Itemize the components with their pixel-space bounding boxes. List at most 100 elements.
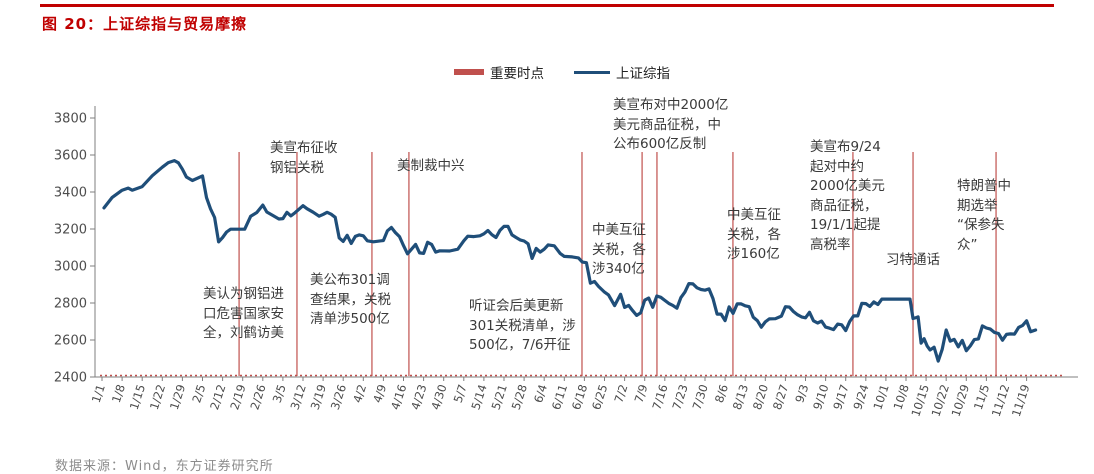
annotation-line: 公布600亿反制 (613, 136, 707, 152)
annotation-line: 美公布301调 (310, 272, 390, 288)
y-tick-label: 2400 (54, 371, 87, 386)
legend-item-events: 重要时点 (454, 62, 544, 82)
annotation-line: 500亿，7/6开征 (469, 337, 571, 353)
x-tick-label: 4/9 (370, 383, 389, 405)
x-tick-label: 3/5 (270, 383, 289, 405)
x-tick-label: 1/15 (127, 383, 148, 412)
x-tick-label: 3/12 (288, 383, 309, 412)
x-tick-label: 4/23 (408, 383, 429, 412)
y-tick-label: 3000 (54, 260, 87, 275)
annotation-line: 涉340亿 (592, 261, 645, 277)
x-tick-label: 6/11 (549, 383, 570, 412)
annotation-line: 美认为钢铝进 (203, 286, 284, 302)
x-tick-label: 7/23 (669, 383, 690, 412)
event-annotation: 听证会后美更新 301关税清单，涉 500亿，7/6开征 (469, 297, 576, 356)
x-tick-label: 6/25 (589, 383, 610, 412)
event-annotation: 习特通话 (886, 251, 940, 271)
annotation-line: 清单涉500亿 (310, 311, 390, 327)
annotation-line: “保参失 (957, 217, 1005, 233)
x-tick-label: 5/14 (468, 383, 489, 412)
event-annotation: 美宣布征收 钢铝关税 (270, 139, 338, 178)
x-tick-label: 10/29 (949, 383, 973, 419)
annotation-line: 查结果，关税 (310, 291, 391, 308)
x-tick-label: 1/8 (109, 383, 128, 405)
x-tick-label: 5/7 (451, 383, 470, 405)
x-tick-label: 10/1 (870, 383, 891, 412)
top-rule (40, 4, 1054, 7)
legend-item-index: 上证综指 (574, 62, 670, 82)
x-tick-label: 9/24 (850, 383, 871, 412)
x-tick-label: 9/17 (830, 383, 851, 412)
x-tick-label: 2/12 (207, 383, 228, 412)
annotation-line: 美制裁中兴 (397, 158, 465, 174)
annotation-line: 2000亿美元 (810, 178, 885, 194)
event-annotation: 中美互征 关税，各 涉160亿 (727, 206, 781, 265)
annotation-line: 301关税清单，涉 (469, 317, 576, 334)
x-tick-label: 8/20 (750, 383, 771, 412)
x-tick-label: 7/16 (649, 383, 670, 412)
x-tick-label: 2/19 (227, 383, 248, 412)
x-tick-label: 1/22 (147, 383, 168, 412)
x-tick-label: 8/27 (770, 383, 791, 412)
x-tick-label: 8/13 (730, 383, 751, 412)
annotation-line: 中美互征 (592, 222, 646, 238)
annotation-line: 全，刘鹤访美 (203, 325, 284, 341)
data-source: 数据来源：Wind，东方证券研究所 (55, 459, 274, 474)
y-tick-label: 3200 (54, 223, 87, 238)
x-tick-label: 5/21 (489, 383, 510, 412)
annotation-line: 钢铝关税 (270, 159, 324, 176)
x-tick-label: 10/8 (891, 383, 912, 412)
index-line (102, 159, 1038, 363)
event-annotation: 美宣布9/24 起对中约 2000亿美元 商品征税， 19/1/1起提 高税率 (810, 138, 885, 255)
x-tick-label: 2/26 (247, 383, 268, 412)
annotation-line: 美宣布对中2000亿 (613, 97, 729, 113)
x-tick-label: 6/4 (531, 383, 550, 405)
y-tick-label: 2800 (54, 297, 87, 312)
legend-label-index: 上证综指 (616, 66, 670, 82)
x-tick-label: 9/10 (810, 383, 831, 412)
x-tick-label: 1/29 (167, 383, 188, 412)
x-tick-label: 11/19 (1009, 383, 1033, 419)
event-annotation: 特朗普中期选举 “保参失众” (957, 177, 1011, 255)
index-line-swatch (574, 70, 610, 74)
annotation-line: 听证会后美更新 (469, 298, 564, 314)
x-tick-label: 8/6 (712, 383, 731, 405)
x-tick-label: 11/5 (971, 383, 992, 412)
annotation-line: 美宣布9/24 (810, 139, 881, 155)
event-annotation: 美公布301调 查结果，关税 清单涉500亿 (310, 271, 391, 330)
figure-title: 图 20：上证综指与贸易摩擦 (42, 15, 248, 33)
annotation-line: 美元商品征税，中 (613, 116, 721, 133)
x-tick-label: 3/19 (308, 383, 329, 412)
x-tick-label: 5/28 (509, 383, 530, 412)
annotation-line: 起对中约 (810, 158, 864, 175)
event-line-swatch (454, 69, 484, 75)
annotation-line: 众” (957, 236, 978, 253)
x-tick-label: 4/16 (388, 383, 409, 412)
annotation-line: 涉160亿 (727, 246, 780, 262)
legend-label-events: 重要时点 (490, 66, 544, 82)
annotation-line: 关税，各 (727, 226, 781, 243)
x-tick-label: 9/3 (792, 383, 811, 405)
x-tick-label: 6/18 (569, 383, 590, 412)
event-annotation: 中美互征关税，各涉340亿 (592, 221, 646, 280)
event-annotation: 美认为钢铝进 口危害国家安 全，刘鹤访美 (203, 285, 284, 344)
y-tick-label: 3800 (54, 112, 87, 127)
y-tick-label: 2600 (54, 334, 87, 349)
annotation-line: 期选举 (957, 197, 998, 214)
x-tick-label: 2/5 (189, 383, 208, 405)
x-tick-label: 7/2 (611, 383, 630, 405)
x-tick-label: 1/1 (89, 383, 108, 405)
annotation-line: 口危害国家安 (203, 305, 284, 322)
annotation-line: 特朗普中 (957, 178, 1011, 194)
event-annotation: 美制裁中兴 (397, 157, 465, 177)
y-tick-label: 3600 (54, 149, 87, 164)
x-tick-label: 4/2 (350, 383, 369, 405)
event-annotation: 美宣布对中2000亿 美元商品征税，中 公布600亿反制 (613, 96, 728, 155)
x-tick-label: 7/9 (632, 383, 651, 405)
annotation-line: 关税，各 (592, 241, 646, 258)
annotation-line: 19/1/1起提 (810, 217, 881, 233)
x-tick-label: 7/30 (690, 383, 711, 412)
